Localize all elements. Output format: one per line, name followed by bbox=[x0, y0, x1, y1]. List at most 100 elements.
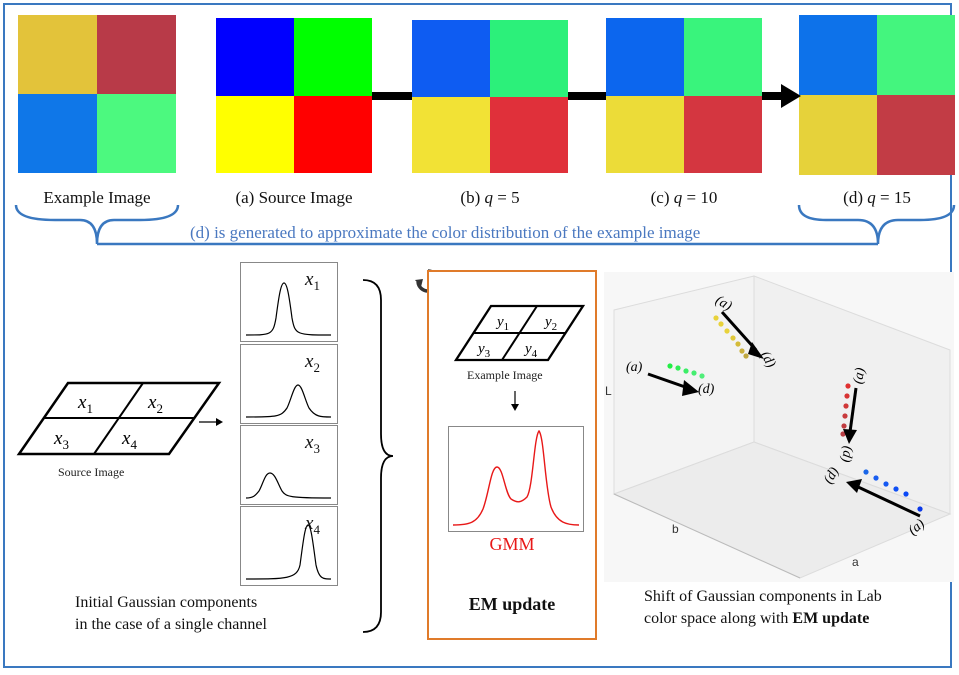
q10-caption-value: = 10 bbox=[682, 188, 718, 207]
lab-plot-caption-bold: EM update bbox=[792, 610, 870, 627]
red-label-end: (d) bbox=[837, 444, 856, 464]
lab-plot-caption: Shift of Gaussian components in Lab colo… bbox=[644, 586, 882, 630]
example-image bbox=[18, 15, 176, 173]
source-image bbox=[216, 18, 372, 173]
q5-caption: (b) q = 5 bbox=[412, 188, 568, 208]
em-update-title: EM update bbox=[468, 594, 556, 614]
q15-image bbox=[799, 15, 955, 175]
right-brace bbox=[797, 204, 956, 245]
lab-3d-plot: L b a bbox=[604, 272, 954, 582]
green-label-start: (a) bbox=[626, 360, 643, 375]
green-shift bbox=[647, 363, 705, 396]
gmm-plot bbox=[448, 426, 584, 532]
example-image-caption: Example Image bbox=[43, 188, 151, 207]
gmm-curve bbox=[452, 429, 580, 526]
gaussian-panel-x4: x4 bbox=[240, 506, 338, 586]
q10-cell-tr bbox=[684, 18, 762, 96]
example-cell-y3: y3 bbox=[476, 341, 491, 360]
q5-image bbox=[412, 20, 568, 173]
source-grid: x1 x2 x3 x4 bbox=[16, 381, 222, 456]
gaussians-caption-line1: Initial Gaussian components bbox=[75, 594, 258, 611]
gaussian-label-x2: x2 bbox=[305, 351, 320, 375]
red-label-start: (a) bbox=[850, 366, 869, 386]
gaussians-caption-line2: in the case of a single channel bbox=[75, 616, 267, 633]
example-cell-bl bbox=[18, 94, 97, 173]
blue-shift bbox=[846, 469, 923, 518]
lab-plot-caption-line2: color space along with EM update bbox=[644, 610, 870, 627]
source-cell-x1: x1 bbox=[77, 392, 93, 416]
q15-cell-bl bbox=[799, 95, 877, 175]
q5-cell-tl bbox=[412, 20, 490, 97]
gaussian-curve-x2 bbox=[245, 384, 332, 418]
source-cell-bl bbox=[216, 95, 294, 173]
arrow-q10-to-q15-head bbox=[781, 84, 801, 108]
q10-caption-var: q bbox=[673, 188, 683, 207]
source-cell-tr bbox=[294, 18, 372, 96]
source-cell-x3: x3 bbox=[53, 428, 69, 452]
q10-cell-bl bbox=[606, 95, 684, 173]
q5-cell-br bbox=[490, 96, 568, 173]
example-cell-br bbox=[97, 94, 176, 173]
example-cell-y2: y2 bbox=[543, 314, 557, 333]
em-down-arrow bbox=[511, 391, 519, 411]
example-cell-tl bbox=[18, 15, 97, 94]
axis-label-b: b bbox=[672, 522, 679, 536]
source-grid-vline bbox=[93, 382, 144, 455]
axis-label-a: a bbox=[852, 555, 859, 569]
green-label-end: (d) bbox=[698, 382, 715, 397]
red-shift bbox=[840, 383, 858, 444]
em-example-caption: Example Image bbox=[467, 368, 543, 382]
gaussian-curve-x3 bbox=[245, 472, 332, 499]
source-cell-x4: x4 bbox=[121, 428, 137, 452]
gmm-label: GMM bbox=[489, 534, 535, 554]
q10-cell-br bbox=[684, 95, 762, 173]
source-grid-outline bbox=[16, 381, 222, 456]
gaussian-panel-x3: x3 bbox=[240, 425, 338, 505]
example-cell-tr bbox=[97, 15, 176, 94]
source-cell-x2: x2 bbox=[147, 392, 163, 416]
source-grid-caption: Source Image bbox=[58, 465, 125, 479]
component-shifts bbox=[647, 310, 923, 518]
q15-caption-value: = 15 bbox=[875, 188, 911, 207]
gaussian-label-x3: x3 bbox=[305, 432, 320, 456]
q10-caption: (c) q = 10 bbox=[606, 188, 762, 208]
q5-caption-value: = 5 bbox=[492, 188, 520, 207]
q5-caption-prefix: (b) bbox=[460, 188, 485, 207]
example-cell-y4: y4 bbox=[523, 341, 538, 360]
gaussians-brace bbox=[362, 279, 394, 633]
q15-cell-br bbox=[877, 95, 955, 175]
q10-caption-prefix: (c) bbox=[650, 188, 674, 207]
q10-image bbox=[606, 18, 762, 173]
gaussian-label-x1: x1 bbox=[305, 269, 320, 293]
gaussian-curve-x1 bbox=[245, 282, 332, 336]
q15-caption-prefix: (d) bbox=[843, 188, 868, 207]
gaussian-curve-x4 bbox=[245, 524, 332, 580]
lab-plot-caption-line1: Shift of Gaussian components in Lab bbox=[644, 588, 882, 605]
q15-caption-var: q bbox=[867, 188, 876, 207]
example-cell-y1: y1 bbox=[495, 314, 509, 333]
q15-cell-tr bbox=[877, 15, 955, 95]
yellow-shift bbox=[713, 310, 764, 359]
approximation-note: (d) is generated to approximate the colo… bbox=[190, 223, 701, 242]
axis-label-L: L bbox=[605, 384, 612, 398]
gaussian-panel-x1: x1 bbox=[240, 262, 338, 342]
q5-caption-var: q bbox=[484, 188, 493, 207]
top-connectors bbox=[14, 84, 956, 246]
gaussian-panel-x2: x2 bbox=[240, 344, 338, 424]
q15-cell-tl bbox=[799, 15, 877, 95]
source-to-gaussians-arrow bbox=[199, 418, 223, 426]
em-update-box: y1 y2 y3 y4 Example Image GMM EM update bbox=[427, 270, 597, 640]
source-cell-br bbox=[294, 95, 372, 173]
lab-3d-axes bbox=[612, 275, 952, 579]
gaussians-caption: Initial Gaussian components in the case … bbox=[75, 592, 267, 636]
q15-caption: (d) q = 15 bbox=[799, 188, 955, 208]
example-grid: y1 y2 y3 y4 bbox=[453, 304, 586, 362]
q5-cell-bl bbox=[412, 96, 490, 173]
gaussian-label-x4: x4 bbox=[305, 513, 320, 537]
source-cell-tl bbox=[216, 18, 294, 96]
q5-cell-tr bbox=[490, 20, 568, 97]
q10-cell-tl bbox=[606, 18, 684, 96]
example-grid-outline bbox=[453, 304, 586, 362]
source-image-caption: (a) Source Image bbox=[235, 188, 353, 207]
left-brace bbox=[14, 204, 180, 245]
